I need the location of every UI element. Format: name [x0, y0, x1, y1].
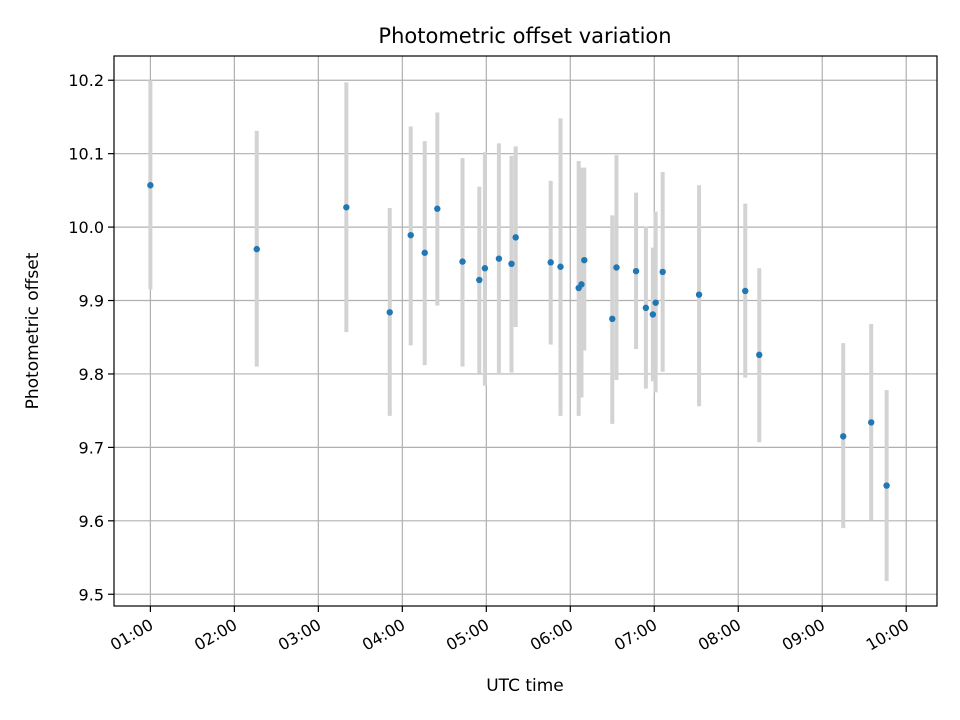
data-point — [632, 267, 640, 275]
data-point — [476, 276, 483, 284]
data-point — [386, 309, 393, 316]
error-bars — [148, 80, 889, 582]
data-point — [253, 245, 260, 253]
x-axis-label: UTC time — [486, 676, 564, 696]
grid — [114, 56, 937, 606]
y-tick-label: 10.2 — [68, 71, 104, 90]
y-tick-label: 10.0 — [68, 218, 104, 237]
data-point — [434, 205, 441, 212]
x-tick-label: 04:00 — [359, 615, 408, 655]
data-point — [407, 231, 414, 239]
y-tick-label: 9.6 — [79, 512, 104, 531]
data-point — [868, 419, 875, 426]
data-point — [581, 256, 588, 264]
y-tick-label: 9.8 — [79, 365, 104, 384]
data-point — [547, 259, 554, 266]
data-points — [147, 182, 890, 489]
data-point — [613, 264, 620, 271]
y-tick-label: 9.9 — [79, 292, 104, 311]
data-point — [557, 263, 564, 270]
data-point — [459, 258, 466, 265]
data-point — [512, 234, 519, 241]
axis-ticks: 01:00 02:00 03:00 04:00 05:00 06:00 07:00 08:00… — [68, 71, 912, 654]
x-tick-label: 08:00 — [695, 615, 744, 655]
data-point — [343, 204, 350, 211]
data-point — [147, 182, 154, 189]
x-tick-label: 09:00 — [779, 615, 828, 655]
x-tick-label: 10:00 — [863, 615, 912, 655]
data-point — [756, 351, 763, 359]
x-tick-label: 03:00 — [275, 615, 324, 655]
chart-title: Photometric offset variation — [378, 24, 671, 48]
plot-frame — [113, 55, 938, 607]
x-tick-label: 07:00 — [611, 615, 660, 655]
y-axis-label: Photometric offset — [23, 252, 43, 409]
data-point — [421, 249, 428, 256]
x-tick-label: 01:00 — [107, 615, 156, 655]
y-tick-label: 10.1 — [68, 145, 104, 164]
data-point — [495, 255, 503, 262]
y-tick-label: 9.7 — [79, 438, 104, 457]
data-point — [481, 265, 489, 272]
data-point — [642, 304, 650, 312]
data-point — [742, 287, 749, 295]
data-point — [508, 260, 515, 268]
data-point — [609, 315, 616, 323]
data-point — [652, 299, 659, 306]
data-point — [840, 433, 847, 440]
y-tick-label: 9.5 — [79, 585, 104, 604]
data-point — [695, 291, 703, 298]
x-tick-label: 05:00 — [443, 615, 492, 655]
data-point — [883, 482, 890, 489]
data-point — [649, 311, 657, 318]
x-tick-label: 02:00 — [191, 615, 240, 655]
data-point — [578, 281, 585, 288]
x-tick-label: 06:00 — [527, 615, 576, 655]
data-point — [659, 268, 666, 276]
